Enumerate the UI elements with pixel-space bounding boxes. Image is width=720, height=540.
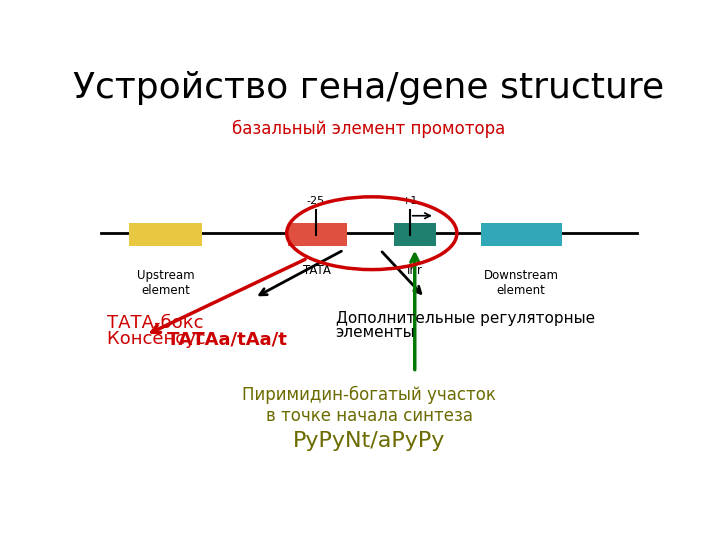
Text: базальный элемент промотора: базальный элемент промотора <box>233 120 505 138</box>
Text: Downstream
element: Downstream element <box>484 268 559 296</box>
Text: Консенсус: Консенсус <box>107 330 211 348</box>
Text: элементы: элементы <box>336 326 415 341</box>
Text: Устройство гена/gene structure: Устройство гена/gene structure <box>73 71 665 105</box>
Text: ТАТА-бокс: ТАТА-бокс <box>107 314 203 332</box>
Text: Upstream
element: Upstream element <box>137 268 194 296</box>
Text: PyPyNt/aPyPy: PyPyNt/aPyPy <box>293 431 445 451</box>
Text: Inr: Inr <box>407 265 423 278</box>
FancyBboxPatch shape <box>129 223 202 246</box>
Text: Дополнительные регуляторные: Дополнительные регуляторные <box>336 311 595 326</box>
Text: ТАТАa/tАa/t: ТАТАa/tАa/t <box>167 330 288 348</box>
Text: TATA: TATA <box>303 265 331 278</box>
Text: +1: +1 <box>402 196 418 206</box>
FancyBboxPatch shape <box>481 223 562 246</box>
Text: Пиримидин-богатый участок: Пиримидин-богатый участок <box>242 386 496 404</box>
FancyBboxPatch shape <box>288 223 347 246</box>
FancyBboxPatch shape <box>394 223 436 246</box>
Text: -25: -25 <box>307 196 325 206</box>
Text: в точке начала синтеза: в точке начала синтеза <box>266 407 472 425</box>
